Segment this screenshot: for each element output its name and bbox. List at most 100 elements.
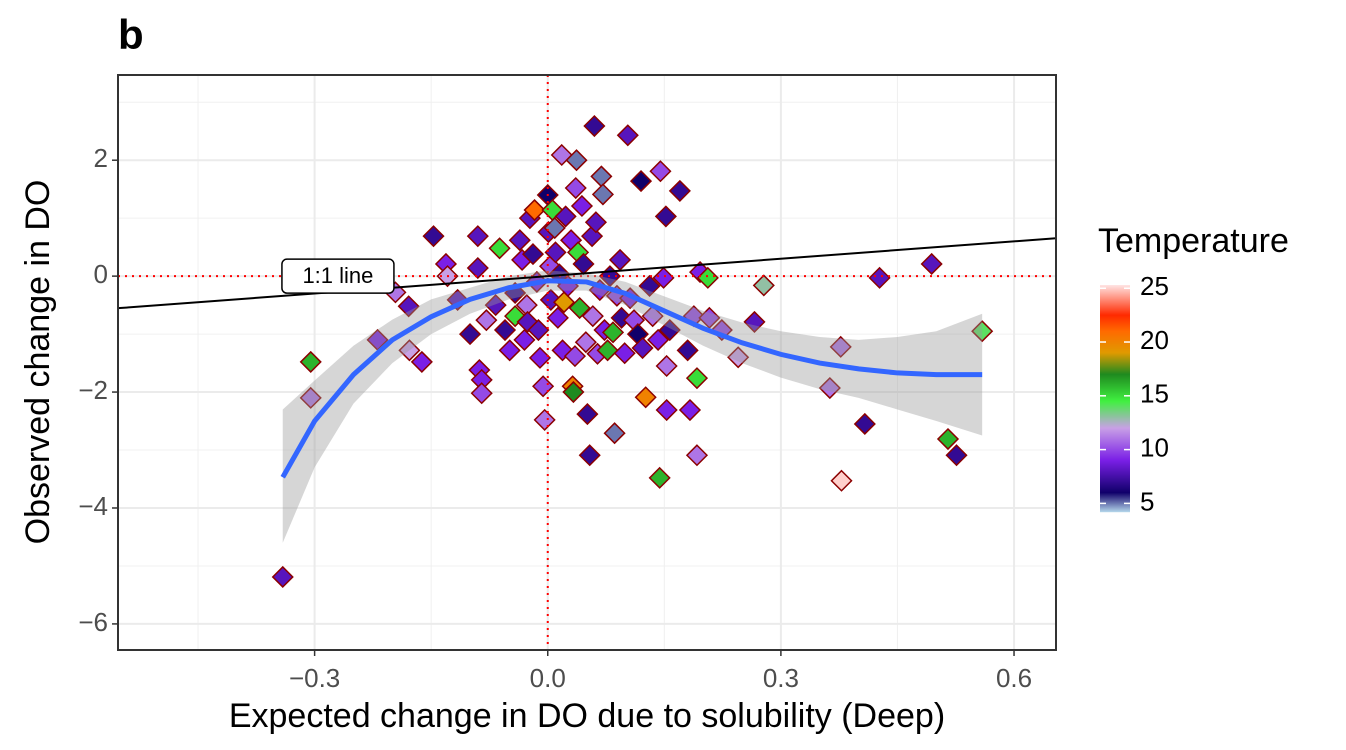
- colorbar-stripe: [1100, 421, 1130, 423]
- point: [654, 205, 677, 228]
- colorbar-stripe: [1100, 393, 1130, 395]
- colorbar-stripe: [1100, 417, 1130, 419]
- colorbar-stripe: [1100, 320, 1130, 322]
- colorbar-stripe: [1100, 427, 1130, 429]
- colorbar-stripe: [1100, 464, 1130, 466]
- colorbar-stripe: [1100, 461, 1130, 463]
- colorbar-stripe: [1100, 437, 1130, 439]
- colorbar-stripe: [1100, 432, 1130, 434]
- colorbar-stripe: [1100, 429, 1130, 431]
- point: [668, 179, 691, 202]
- colorbar-stripe: [1100, 390, 1130, 392]
- colorbar-stripe: [1100, 453, 1130, 455]
- colorbar-stripe: [1100, 340, 1130, 342]
- point: [564, 176, 587, 200]
- colorbar-label: 20: [1140, 325, 1169, 355]
- colorbar-stripe: [1100, 469, 1130, 471]
- colorbar-stripe: [1100, 347, 1130, 349]
- point: [410, 350, 433, 373]
- point: [528, 346, 552, 369]
- colorbar-stripe: [1100, 309, 1130, 311]
- point: [493, 318, 517, 342]
- colorbar-stripe: [1100, 446, 1130, 448]
- colorbar-label: 5: [1140, 486, 1154, 516]
- colorbar-stripe: [1100, 505, 1130, 507]
- colorbar-stripe: [1100, 430, 1130, 432]
- point: [853, 412, 876, 436]
- point: [422, 225, 445, 248]
- plot-border: [117, 74, 1057, 651]
- point: [634, 386, 657, 409]
- smooth-line: [280, 278, 983, 479]
- colorbar-stripe: [1100, 440, 1130, 442]
- x-tick-label: 0.6: [996, 663, 1032, 693]
- point: [576, 403, 599, 426]
- colorbar-stripe: [1100, 451, 1130, 453]
- point: [596, 339, 619, 362]
- colorbar-stripe: [1100, 379, 1130, 381]
- colorbar-stripe: [1100, 481, 1130, 483]
- colorbar-stripe: [1100, 457, 1130, 459]
- colorbar-stripe: [1100, 336, 1130, 338]
- colorbar-stripe: [1100, 407, 1130, 409]
- colorbar-stripe: [1100, 385, 1130, 387]
- colorbar-stripe: [1100, 383, 1130, 385]
- colorbar-stripe: [1100, 489, 1130, 491]
- colorbar-stripe: [1100, 497, 1130, 499]
- point: [830, 469, 853, 492]
- colorbar-stripe: [1100, 410, 1130, 412]
- colorbar-stripe: [1100, 304, 1130, 306]
- colorbar-stripe: [1100, 435, 1130, 437]
- colorbar-stripe: [1100, 463, 1130, 465]
- colorbar-stripe: [1100, 358, 1130, 360]
- colorbar-stripe: [1100, 325, 1130, 327]
- colorbar-stripe: [1100, 492, 1130, 494]
- colorbar-stripe: [1100, 293, 1130, 295]
- colorbar-stripe: [1100, 470, 1130, 472]
- colorbar-stripe: [1100, 431, 1130, 433]
- colorbar-stripe: [1100, 475, 1130, 477]
- colorbar-stripe: [1100, 477, 1130, 479]
- colorbar-stripe: [1100, 370, 1130, 372]
- colorbar-stripe: [1100, 504, 1130, 506]
- colorbar-stripe: [1100, 376, 1130, 378]
- colorbar-stripe: [1100, 422, 1130, 424]
- colorbar-stripe: [1100, 382, 1130, 384]
- colorbar-stripe: [1100, 471, 1130, 473]
- colorbar-stripe: [1100, 305, 1130, 307]
- confidence-band: [282, 270, 983, 543]
- colorbar-stripe: [1100, 391, 1130, 393]
- colorbar-stripe: [1100, 447, 1130, 449]
- colorbar-stripe: [1100, 485, 1130, 487]
- colorbar-stripe: [1100, 456, 1130, 458]
- colorbar-stripe: [1100, 357, 1130, 359]
- colorbar-stripe: [1100, 306, 1130, 308]
- point: [578, 444, 601, 467]
- colorbar-stripe: [1100, 371, 1130, 373]
- colorbar-stripe: [1100, 319, 1130, 321]
- chart-title: b: [118, 11, 144, 58]
- colorbar-stripe: [1100, 423, 1130, 425]
- point: [513, 328, 536, 351]
- point: [603, 422, 626, 445]
- point: [299, 386, 322, 409]
- colorbar-stripe: [1100, 493, 1130, 495]
- colorbar-stripe: [1100, 296, 1130, 298]
- colorbar-stripe: [1100, 365, 1130, 367]
- y-tick-label: −4: [78, 491, 108, 521]
- point: [647, 328, 670, 351]
- colorbar-stripe: [1100, 458, 1130, 460]
- point: [868, 266, 891, 289]
- point: [475, 309, 498, 332]
- point: [543, 216, 566, 240]
- colorbar-stripe: [1100, 333, 1130, 335]
- point: [752, 274, 775, 297]
- colorbar-stripe: [1100, 328, 1130, 330]
- colorbar-stripe: [1100, 501, 1130, 503]
- colorbar-stripe: [1100, 307, 1130, 309]
- colorbar-stripe: [1100, 366, 1130, 368]
- colorbar-stripe: [1100, 454, 1130, 456]
- colorbar-stripe: [1100, 287, 1130, 289]
- colorbar-stripe: [1100, 476, 1130, 478]
- colorbar-stripe: [1100, 444, 1130, 446]
